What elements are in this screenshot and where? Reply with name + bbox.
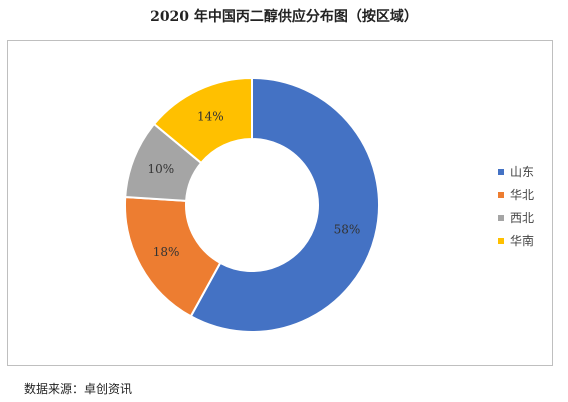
chart-title: 2020 年中国丙二醇供应分布图（按区域） <box>150 9 418 25</box>
legend-label: 华北 <box>510 188 535 202</box>
legend-item: 华南 <box>498 229 534 252</box>
legend-swatch <box>498 214 504 221</box>
legend-swatch <box>498 168 504 175</box>
slice-label-3: 14% <box>197 109 224 123</box>
legend-item: 西北 <box>498 206 534 229</box>
legend-swatch <box>498 191 504 198</box>
legend-label: 华南 <box>510 234 535 248</box>
slice-label-2: 10% <box>148 162 175 176</box>
legend: 山东 华北 西北 华南 <box>498 160 534 252</box>
legend-swatch <box>498 237 504 244</box>
slices-group <box>124 76 380 333</box>
slice-label-1: 18% <box>153 245 180 259</box>
slice-0 <box>189 76 380 333</box>
data-source: 数据来源：卓创资讯 <box>24 382 133 396</box>
legend-item: 山东 <box>498 160 534 183</box>
legend-item: 华北 <box>498 183 534 206</box>
labels-group: 58% 18% 10% 14% <box>148 109 361 259</box>
slice-3 <box>152 76 253 165</box>
slice-label-0: 58% <box>334 222 361 236</box>
legend-label: 山东 <box>510 165 535 179</box>
legend-label: 西北 <box>510 211 535 225</box>
